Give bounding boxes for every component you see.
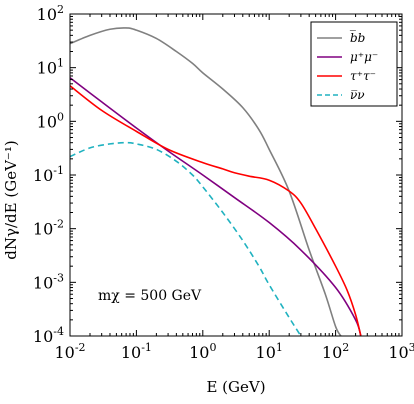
- x-tick-label: 10-1: [121, 341, 152, 362]
- y-tick-label: 100: [37, 110, 64, 131]
- legend-label-2: τ⁺τ⁻: [350, 69, 376, 83]
- series-line-1: [70, 77, 362, 336]
- x-tick-label: 100: [189, 341, 216, 362]
- mass-annotation: mχ = 500 GeV: [98, 288, 202, 304]
- y-tick-label: 10-2: [33, 218, 64, 239]
- legend-box: [310, 21, 398, 107]
- y-axis-label: dNγ/dE (GeV⁻¹): [2, 140, 20, 259]
- series-line-0: [70, 27, 342, 336]
- y-tick-label: 10-3: [33, 271, 64, 292]
- series-line-2: [70, 85, 362, 336]
- legend: b̅b μ⁺μ⁻ τ⁺τ⁻ ν̅ν: [310, 21, 398, 107]
- y-tick-label: 10-4: [33, 325, 64, 346]
- x-tick-label: 101: [256, 341, 283, 362]
- legend-label-3: ν̅ν: [350, 88, 365, 102]
- y-tick-label: 102: [37, 3, 64, 24]
- x-tick-label: 103: [388, 341, 414, 362]
- series-line-3: [70, 141, 302, 336]
- y-tick-label: 10-1: [33, 164, 64, 185]
- y-tick-label: 101: [37, 57, 64, 78]
- plot-frame: [69, 13, 403, 337]
- x-axis-label: E (GeV): [206, 378, 265, 396]
- legend-label-1: μ⁺μ⁻: [350, 50, 378, 64]
- legend-label-0: b̅b: [350, 29, 366, 45]
- x-tick-label: 102: [322, 341, 349, 362]
- x-tick-label: 10-2: [54, 341, 85, 362]
- series-layer: [70, 27, 362, 336]
